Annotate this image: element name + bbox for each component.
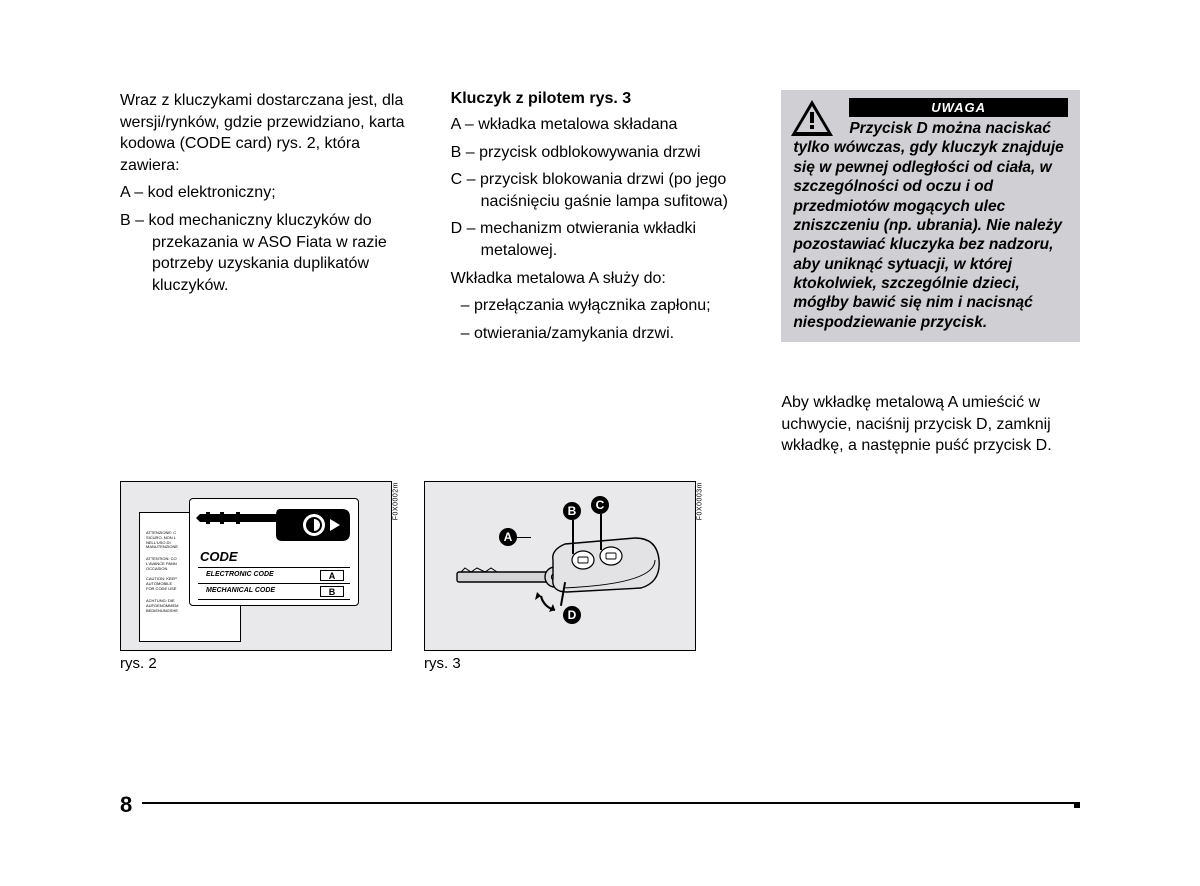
intro-paragraph: Wraz z kluczykami dostarczana jest, dla …	[120, 90, 423, 176]
figure-3-caption: rys. 3	[424, 655, 696, 672]
column-middle: Kluczyk z pilotem rys. 3 A – wkładka met…	[451, 90, 754, 457]
list-item-a: A – wkładka metalowa składana	[451, 114, 754, 136]
code-box-a: A	[320, 570, 344, 581]
list-item-c: C – przycisk blokowania drzwi (po jego n…	[451, 169, 754, 212]
list-item-b: B – kod mechaniczny kluczyków do przekaz…	[120, 210, 423, 296]
callout-c: C	[591, 496, 609, 514]
key-illustration-icon	[196, 505, 354, 545]
section-title: Kluczyk z pilotem rys. 3	[451, 90, 754, 108]
list-item-b: B – przycisk odblokowywania drzwi	[451, 142, 754, 164]
footer-rule	[142, 802, 1074, 804]
electronic-code-label: ELECTRONIC CODE	[206, 571, 274, 578]
keyfob-illustration-icon	[455, 530, 665, 626]
warning-box: UWAGA Przycisk D można naciskać tylko wó…	[781, 90, 1080, 342]
figure-2-ref: F0X0002m	[392, 482, 399, 520]
list-item-a: A – kod elektroniczny;	[120, 182, 423, 204]
warning-triangle-icon	[789, 98, 835, 138]
dash-item-2: – otwierania/zamykania drzwi.	[451, 323, 754, 345]
column-left: Wraz z kluczykami dostarczana jest, dla …	[120, 90, 423, 457]
figure-3-wrap: F0X0003m	[424, 481, 696, 672]
footer-rule-end	[1074, 802, 1080, 808]
figure-2: F0X0002m ATTENZIONE: CSICURO. NON LNELL'…	[120, 481, 392, 651]
callout-d: D	[563, 606, 581, 624]
list-item-d: D – mechanizm otwierania wkładki metalow…	[451, 218, 754, 261]
callout-b: B	[563, 502, 581, 520]
warning-heading: UWAGA	[849, 98, 1068, 117]
code-card-front: CODE ELECTRONIC CODE A MECHANICAL CODE B	[189, 498, 359, 606]
after-warning-text: Aby wkładkę metalową A umieścić w uchwyc…	[781, 392, 1080, 457]
intro-2: Wkładka metalowa A służy do:	[451, 268, 754, 290]
figure-2-caption: rys. 2	[120, 655, 392, 672]
page-footer: 8	[120, 792, 1080, 818]
callout-a: A	[499, 528, 517, 546]
figure-2-wrap: F0X0002m ATTENZIONE: CSICURO. NON LNELL'…	[120, 481, 392, 672]
figure-3-ref: F0X0003m	[696, 482, 703, 520]
code-box-b: B	[320, 586, 344, 597]
figure-3: F0X0003m	[424, 481, 696, 651]
page-number: 8	[120, 792, 132, 818]
column-right: UWAGA Przycisk D można naciskać tylko wó…	[781, 90, 1080, 457]
dash-item-1: – przełączania wyłącznika zapłonu;	[451, 295, 754, 317]
mechanical-code-label: MECHANICAL CODE	[206, 587, 275, 594]
code-title: CODE	[200, 549, 238, 564]
warning-text: Przycisk D można naciskać tylko wówczas,…	[793, 119, 1068, 332]
